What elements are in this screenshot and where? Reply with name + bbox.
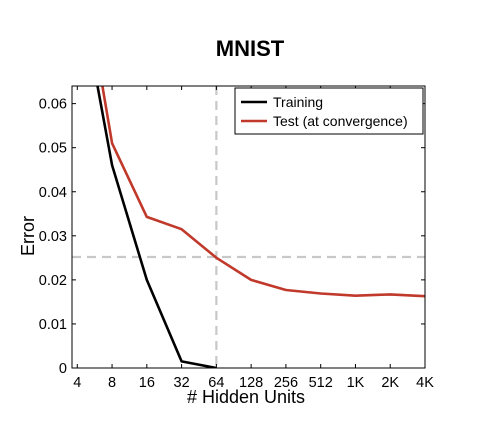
chart-title: MNIST <box>216 36 285 61</box>
legend: Training Test (at convergence) <box>234 87 424 135</box>
y-tick-label: 0.04 <box>39 185 67 201</box>
x-tick-label: 128 <box>239 375 263 391</box>
x-tick-label: 256 <box>274 375 298 391</box>
legend-label: Training <box>273 94 323 110</box>
legend-box <box>234 87 424 135</box>
x-tick-label: 4K <box>416 375 434 391</box>
x-axis-label: # Hidden Units <box>187 387 305 407</box>
series-line-training <box>96 86 217 368</box>
x-tick-label: 2K <box>381 375 399 391</box>
y-tick-label: 0.01 <box>39 317 67 333</box>
x-tick-label: 64 <box>208 375 224 391</box>
x-tick-label: 8 <box>108 375 116 391</box>
series-line-test <box>101 86 425 298</box>
x-tick-label: 32 <box>174 375 190 391</box>
axes-frame <box>71 85 426 369</box>
y-tick-label: 0 <box>59 361 67 377</box>
y-tick-label: 0.06 <box>39 97 67 113</box>
y-axis-label: Error <box>18 216 38 256</box>
legend-label: Test (at convergence) <box>273 113 408 129</box>
y-tick-label: 0.05 <box>39 141 67 157</box>
y-tick-label: 0.03 <box>39 229 67 245</box>
x-tick-label: 1K <box>347 375 365 391</box>
x-tick-label: 512 <box>309 375 333 391</box>
x-tick-label: 4 <box>73 375 81 391</box>
x-tick-label: 16 <box>139 375 155 391</box>
y-tick-label: 0.02 <box>39 273 67 289</box>
